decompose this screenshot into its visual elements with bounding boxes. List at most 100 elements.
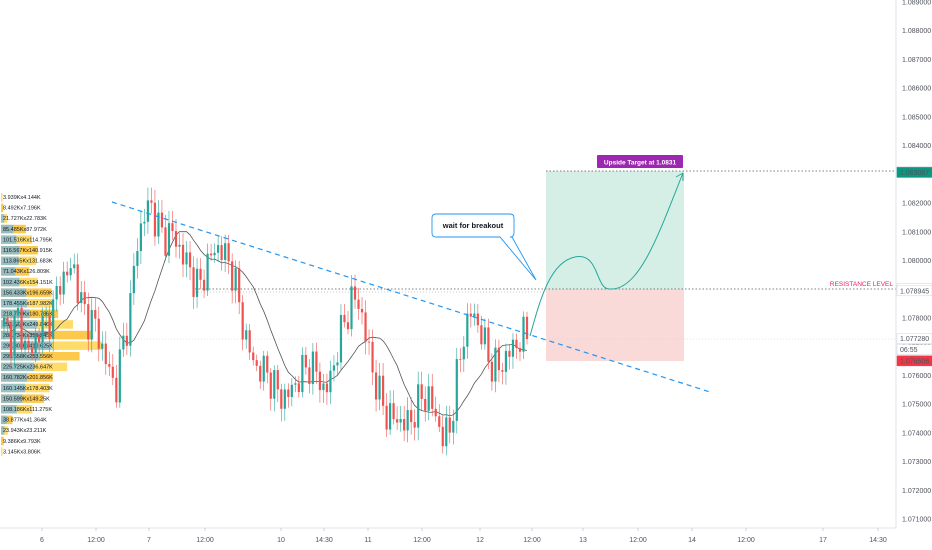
price-badge — [896, 333, 932, 344]
candle-body — [462, 346, 465, 360]
price-tick-label: 1.089000 — [902, 0, 931, 7]
candle-body — [59, 286, 62, 295]
time-tick-label: 12:00 — [737, 537, 755, 544]
candle-body — [199, 268, 202, 280]
volume-profile-bar-buy — [1, 320, 38, 329]
candle-body — [139, 223, 142, 252]
candle-body — [188, 252, 192, 268]
candle-body — [290, 384, 293, 397]
time-tick-label: 12:00 — [629, 537, 647, 544]
candle-body — [136, 251, 139, 266]
candle-body — [336, 362, 339, 366]
candle-body — [241, 302, 244, 340]
candle-body — [406, 410, 409, 431]
price-badges: 1.0831001.0830671.0790311.0789451.077280… — [896, 166, 932, 367]
candle-body — [266, 355, 269, 373]
candle-body — [118, 349, 121, 403]
volume-profile-bar-buy — [1, 341, 52, 350]
price-tick-label: 1.084000 — [902, 143, 931, 150]
candle-body — [262, 355, 265, 382]
candle-body — [332, 365, 336, 371]
volume-profile-bar-buy — [1, 362, 35, 372]
candle-body — [525, 316, 529, 340]
volume-profile-bar-buy — [1, 394, 23, 403]
candle-body — [94, 310, 97, 319]
candle-body — [287, 389, 290, 397]
candle-body — [178, 244, 181, 247]
candle-body — [427, 386, 430, 411]
time-tick-label: 12:00 — [413, 537, 431, 544]
candle-body — [185, 252, 188, 265]
resistance-level-label: RESISTANCE LEVEL — [830, 281, 893, 288]
candle-body — [259, 365, 262, 382]
candle-body — [469, 313, 472, 317]
volume-profile-label: 288.734Kx350.245K — [3, 333, 53, 339]
candle-body — [403, 418, 406, 431]
candle-body — [87, 304, 90, 340]
candle-body — [452, 420, 455, 433]
candle-body — [343, 314, 346, 323]
volume-profile-label: 160.145Kx178.403K — [3, 386, 53, 392]
time-tick-label: 6 — [40, 537, 44, 544]
candle-body — [508, 350, 511, 357]
candle-body — [167, 223, 171, 256]
price-badge — [896, 285, 932, 297]
volume-profile-label: 9.386Kx9.793K — [3, 439, 41, 445]
volume-profile-label: 150.599Kx149.25K — [3, 396, 50, 402]
candle-body — [396, 419, 399, 423]
volume-profile-label: 3.939Kx4.144K — [3, 195, 41, 201]
candle-body — [385, 405, 388, 430]
volume-profile-bar-buy — [1, 405, 17, 414]
time-tick-label: 12:00 — [523, 537, 541, 544]
time-tick-label: 11 — [364, 537, 371, 544]
candle-body — [255, 360, 258, 366]
candle-body — [209, 253, 213, 256]
volume-profile-bar-buy — [1, 224, 14, 234]
volume-profile-label: 116.567Kx140.915K — [3, 248, 53, 254]
candles — [2, 187, 529, 456]
volume-profile-bar-buy — [1, 214, 5, 223]
candle-body — [157, 212, 160, 237]
candle-body — [501, 370, 504, 372]
moving-average-line — [3, 231, 528, 417]
candle-body — [381, 375, 385, 406]
candle-body — [518, 348, 522, 352]
time-tick-label: 14:30 — [315, 537, 333, 544]
volume-profile-label: 38.877Kx41.364K — [3, 418, 47, 424]
candle-body — [294, 383, 297, 385]
candle-body — [480, 325, 483, 345]
time-tick-label: 12 — [476, 537, 484, 544]
volume-profile-label: 295.558Kx253.556K — [3, 354, 53, 360]
price-tick-label: 1.087000 — [902, 57, 931, 64]
candle-body — [48, 314, 51, 339]
candle-body — [217, 245, 220, 253]
volume-profile-bar — [1, 436, 4, 446]
price-tick-label: 1.075000 — [902, 402, 931, 409]
candle-body — [146, 200, 150, 222]
candle-body — [174, 231, 178, 247]
volume-profile-bar-buy — [1, 373, 27, 382]
projection-path — [529, 172, 684, 337]
volume-profile-bar-buy — [1, 426, 5, 435]
candle-body — [515, 339, 518, 349]
candle-body — [52, 299, 55, 339]
volume-profile-label: 3.145Kx3.806K — [3, 449, 41, 455]
price-badge — [896, 167, 932, 178]
candle-body — [62, 271, 65, 295]
volume-profile-label: 225.725Kx236.647K — [3, 365, 53, 371]
candle-body — [434, 408, 437, 417]
candle-body — [487, 327, 490, 362]
candle-body — [417, 384, 420, 428]
candle-body — [364, 312, 367, 342]
candle-body — [125, 335, 128, 346]
callout: wait for breakout — [431, 213, 537, 281]
candle-body — [522, 316, 525, 352]
candle-body — [315, 351, 318, 372]
candle-body — [318, 371, 322, 391]
candle-body — [483, 327, 486, 345]
candle-body — [108, 364, 111, 367]
candle-body — [269, 372, 272, 399]
candle-body — [238, 268, 241, 303]
volume-profile-label: 71.043Kx126.809K — [3, 269, 50, 275]
candle-body — [101, 343, 104, 349]
